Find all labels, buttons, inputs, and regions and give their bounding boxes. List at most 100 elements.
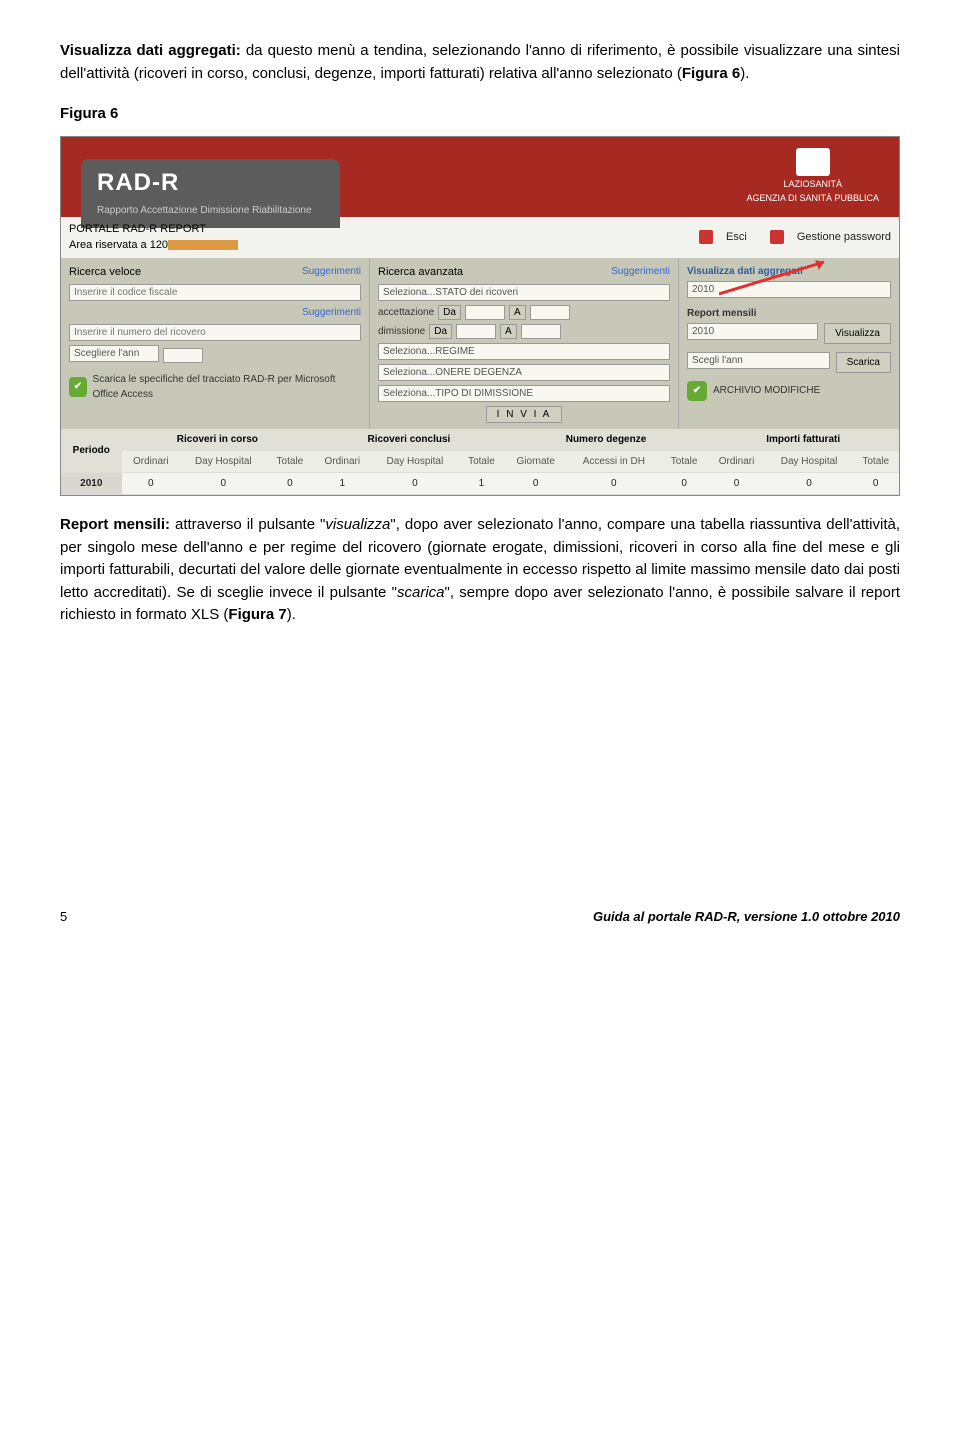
ricovero-code-input[interactable] (163, 348, 203, 363)
advanced-search-title: Ricerca avanzata (378, 264, 463, 281)
cell-4: 0 (372, 473, 459, 495)
stato-ricoveri-select[interactable]: Seleziona...STATO dei ricoveri (378, 284, 670, 301)
download-spec-label[interactable]: Scarica le specifiche del tracciato RAD-… (93, 372, 361, 402)
password-link[interactable]: Gestione password (760, 231, 891, 243)
quick-search-title: Ricerca veloce (69, 264, 141, 281)
cell-6: 0 (505, 473, 567, 495)
year-select-left[interactable]: Scegliere l'ann (69, 345, 159, 362)
report-mensili-title: Report mensili (687, 306, 891, 321)
archivio-check-icon: ✔ (687, 381, 707, 401)
dimissione-label: dimissione (378, 324, 425, 339)
figure-6-label: Figura 6 (60, 103, 900, 126)
quick-search-panel: Ricerca veloce Suggerimenti Suggerimenti… (61, 258, 370, 430)
cell-3: 1 (313, 473, 371, 495)
visualizza-aggregati-title: Visualizza dati aggregati (687, 264, 891, 279)
quick-search-hint2[interactable]: Suggerimenti (302, 305, 361, 320)
brand-title: RAD-R (97, 165, 312, 201)
tipo-dimissione-select[interactable]: Seleziona...TIPO DI DIMISSIONE (378, 385, 670, 402)
sub-ord-2: Ordinari (313, 451, 371, 473)
para1-figref: Figura 6 (682, 65, 740, 82)
visualizza-button[interactable]: Visualizza (824, 323, 891, 344)
page-footer: 5 Guida al portale RAD-R, versione 1.0 o… (60, 907, 900, 927)
portal-line1: PORTALE RAD-R REPORT (69, 221, 238, 238)
para2-figref: Figura 7 (228, 606, 286, 623)
regime-select[interactable]: Seleziona...REGIME (378, 343, 670, 360)
exit-label: Esci (726, 231, 747, 243)
sub-tot-4: Totale (852, 451, 899, 473)
cell-10: 0 (766, 473, 853, 495)
figure-6-screenshot: RAD-R Rapporto Accettazione Dimissione R… (60, 136, 900, 497)
portal-area: PORTALE RAD-R REPORT Area riservata a 12… (69, 221, 238, 254)
sub-tot-1: Totale (267, 451, 313, 473)
advanced-search-panel: Ricerca avanzata Suggerimenti Seleziona.… (370, 258, 679, 430)
scarica-year[interactable]: Scegli l'ann (687, 352, 830, 369)
agency-line2: AGENZIA DI SANITÀ PUBBLICA (746, 192, 879, 206)
agency-logo: LAZIOSANITÀ AGENZIA DI SANITÀ PUBBLICA (746, 148, 879, 205)
page-number: 5 (60, 907, 67, 927)
acc-da-input[interactable] (465, 305, 505, 320)
para2-i1: visualizza (325, 516, 390, 533)
quick-search-hint[interactable]: Suggerimenti (302, 264, 361, 281)
archivio-modifiche-link[interactable]: ARCHIVIO MODIFICHE (713, 383, 820, 398)
sub-gio: Giornate (505, 451, 567, 473)
sub-ord-3: Ordinari (707, 451, 765, 473)
cell-2: 0 (267, 473, 313, 495)
accettazione-label: accettazione (378, 305, 434, 320)
cell-11: 0 (852, 473, 899, 495)
redacted-block (168, 240, 238, 250)
app-banner: RAD-R Rapporto Accettazione Dimissione R… (61, 137, 899, 217)
para2-i2: scarica (397, 584, 445, 601)
cell-9: 0 (707, 473, 765, 495)
topbar-actions: Esci Gestione password (679, 229, 891, 246)
para1-lead: Visualizza dati aggregati: (60, 42, 241, 59)
sub-tot-2: Totale (458, 451, 504, 473)
cell-7: 0 (567, 473, 661, 495)
map-icon (796, 148, 830, 176)
invia-button[interactable]: I N V I A (486, 406, 563, 423)
exit-link[interactable]: Esci (689, 231, 747, 243)
acc-da-btn[interactable]: Da (438, 305, 461, 320)
lock-icon (770, 230, 784, 244)
cell-5: 1 (458, 473, 504, 495)
col-importi-fatturati: Importi fatturati (707, 429, 899, 451)
scarica-button[interactable]: Scarica (836, 352, 891, 373)
aggregati-panel: Visualizza dati aggregati 2010 Report me… (679, 258, 899, 430)
report-mensili-paragraph: Report mensili: attraverso il pulsante "… (60, 514, 900, 627)
cell-0: 0 (122, 473, 180, 495)
para2-lead: Report mensili: (60, 516, 170, 533)
acc-a-btn[interactable]: A (509, 305, 526, 320)
visualizza-aggregati-year[interactable]: 2010 (687, 281, 891, 298)
dim-a-btn[interactable]: A (500, 324, 517, 339)
agency-line1: LAZIOSANITÀ (746, 178, 879, 192)
numero-ricovero-input[interactable] (69, 324, 361, 341)
para2-t1: attraverso il pulsante " (170, 516, 325, 533)
aggregati-table: Periodo Ricoveri in corso Ricoveri concl… (61, 429, 899, 495)
guide-title: Guida al portale RAD-R, versione 1.0 ott… (593, 907, 900, 927)
dim-a-input[interactable] (521, 324, 561, 339)
col-ricoveri-conclusi: Ricoveri conclusi (313, 429, 505, 451)
cell-8: 0 (661, 473, 707, 495)
para2-tail: ). (287, 606, 296, 623)
top-bar: PORTALE RAD-R REPORT Area riservata a 12… (61, 217, 899, 258)
password-label: Gestione password (797, 231, 891, 243)
cell-year: 2010 (61, 473, 122, 495)
download-check-icon: ✔ (69, 377, 87, 397)
para1-tail: ). (740, 65, 749, 82)
sub-acc: Accessi in DH (567, 451, 661, 473)
sub-dh-2: Day Hospital (372, 451, 459, 473)
col-numero-degenze: Numero degenze (505, 429, 708, 451)
report-mensili-year[interactable]: 2010 (687, 323, 818, 340)
exit-icon (699, 230, 713, 244)
search-panels: Ricerca veloce Suggerimenti Suggerimenti… (61, 258, 899, 430)
dim-da-btn[interactable]: Da (429, 324, 452, 339)
sub-ord-1: Ordinari (122, 451, 180, 473)
dim-da-input[interactable] (456, 324, 496, 339)
intro-paragraph: Visualizza dati aggregati: da questo men… (60, 40, 900, 85)
codice-fiscale-input[interactable] (69, 284, 361, 301)
portal-line2: Area riservata a 120 (69, 239, 168, 251)
sub-dh-3: Day Hospital (766, 451, 853, 473)
acc-a-input[interactable] (530, 305, 570, 320)
onere-degenza-select[interactable]: Seleziona...ONERE DEGENZA (378, 364, 670, 381)
col-periodo: Periodo (61, 429, 122, 473)
advanced-search-hint[interactable]: Suggerimenti (611, 264, 670, 281)
